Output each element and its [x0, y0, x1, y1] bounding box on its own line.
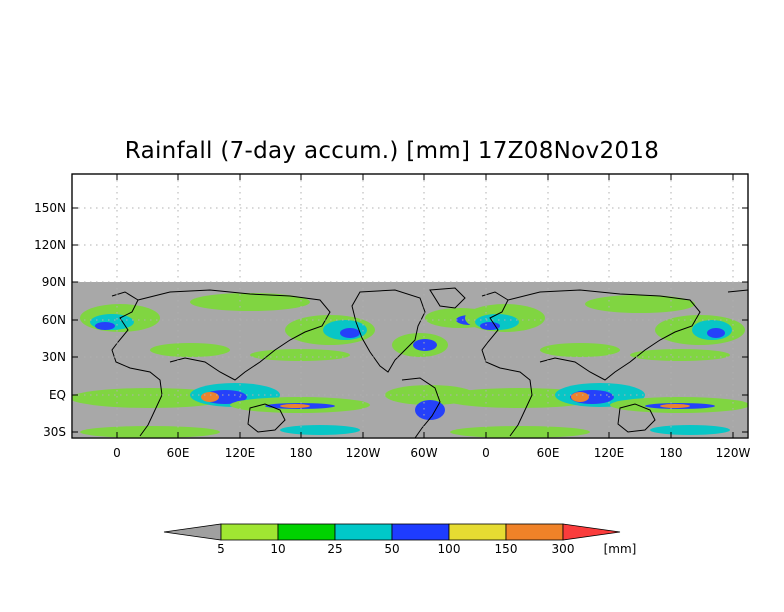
x-tick-label: 60E [167, 446, 190, 460]
colorbar-label: 50 [384, 542, 399, 556]
colorbar-swatch [277, 523, 336, 541]
colorbar-label: 5 [217, 542, 225, 556]
colorbar-labels: 5 10 25 50 100 150 300 [mm] [217, 542, 636, 556]
x-tick-label: 180 [290, 446, 313, 460]
x-tick-label: 120W [346, 446, 381, 460]
x-tick-label: 60E [537, 446, 560, 460]
europe-africa-1 [111, 291, 163, 437]
x-tick-label: 120E [225, 446, 256, 460]
coastlines [111, 287, 748, 438]
colorbar-unit: [mm] [604, 542, 637, 556]
australia-2 [617, 403, 656, 433]
colorbar-swatch [334, 523, 393, 541]
greenland-1 [429, 287, 466, 309]
midlatitude-rain [150, 333, 730, 361]
grid-lines [72, 174, 748, 438]
x-tick-label: 0 [113, 446, 121, 460]
colorbar-swatch [220, 523, 279, 541]
y-tick-label: EQ [49, 388, 66, 402]
rainfall-map [72, 282, 748, 438]
europe-africa-2 [481, 291, 533, 437]
y-tick-label: 150N [34, 201, 66, 215]
x-tick-label: 120W [716, 446, 751, 460]
map-title: Rainfall (7-day accum.) [mm] 17Z08Nov201… [124, 138, 660, 164]
y-tick-label: 120N [34, 238, 66, 252]
x-tick-label: 60W [410, 446, 437, 460]
colorbar-swatch [391, 523, 450, 541]
x-axis [116, 174, 734, 438]
storm-track-north [80, 293, 745, 345]
asia-1 [137, 289, 331, 381]
colorbar-label: 300 [552, 542, 575, 556]
colorbar-label: 10 [270, 542, 285, 556]
y-axis-labels: 150N 120N 90N 60N 30N EQ 30S [34, 201, 66, 439]
n-america-1 [351, 289, 426, 373]
x-tick-label: 0 [482, 446, 490, 460]
asia-2 [507, 289, 701, 381]
y-tick-label: 60N [42, 313, 66, 327]
y-axis [72, 207, 748, 433]
n-america-2 [727, 289, 748, 293]
x-tick-label: 180 [660, 446, 683, 460]
colorbar-swatch [505, 523, 564, 541]
s-america-1 [401, 377, 441, 438]
colorbar-swatch [448, 523, 507, 541]
colorbar-label: 25 [327, 542, 342, 556]
itcz-rain [72, 383, 748, 438]
colorbar-swatch [163, 523, 222, 541]
australia-1 [247, 403, 286, 433]
y-tick-label: 30S [43, 425, 66, 439]
colorbar-swatch [562, 523, 621, 541]
y-tick-label: 90N [42, 275, 66, 289]
colorbar-label: 150 [495, 542, 518, 556]
colorbar-label: 100 [438, 542, 461, 556]
colorbar [163, 523, 621, 541]
y-tick-label: 30N [42, 350, 66, 364]
x-axis-labels: 0 60E 120E 180 120W 60W 0 60E 120E 180 1… [113, 446, 750, 460]
x-tick-label: 120E [594, 446, 625, 460]
